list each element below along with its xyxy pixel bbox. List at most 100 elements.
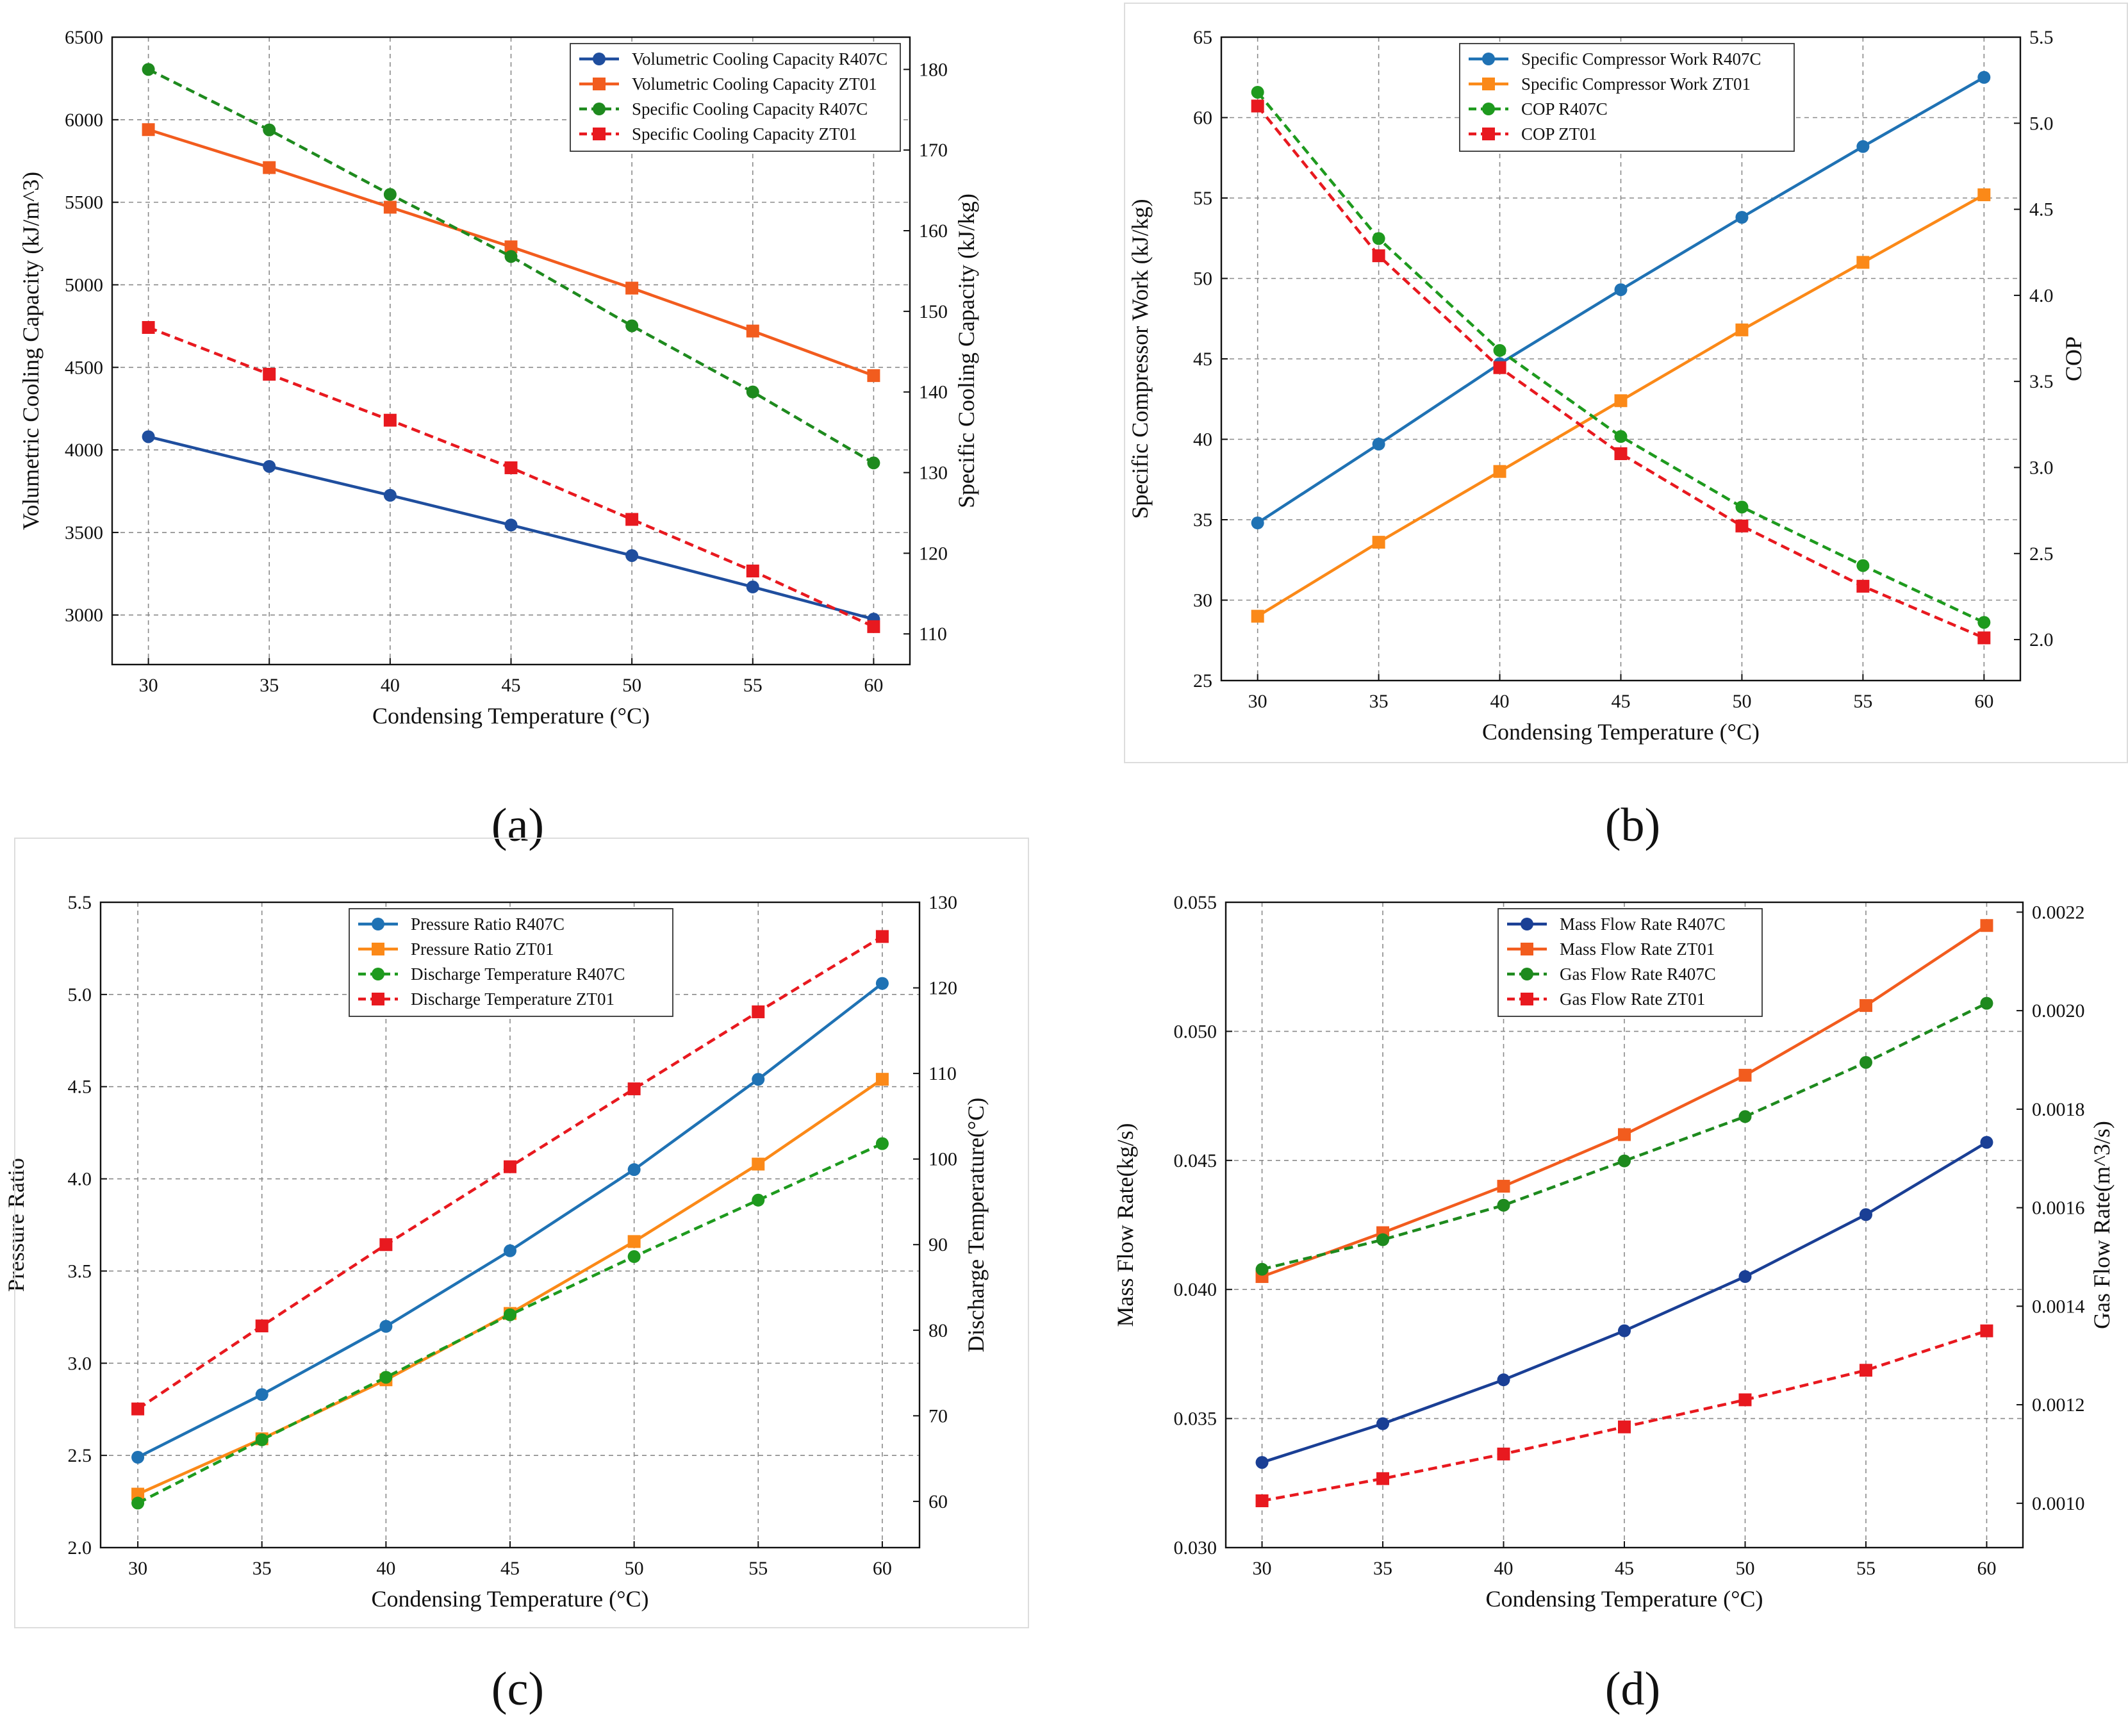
y-tick-label: 65 [1193, 27, 1212, 48]
y2-tick-label: 130 [928, 892, 957, 913]
legend-label: Discharge Temperature ZT01 [411, 989, 614, 1009]
legend-swatch-marker [1482, 53, 1495, 65]
y-tick-label: 3000 [65, 605, 103, 626]
series-1 [1251, 70, 1991, 530]
legend-swatch-marker [1521, 993, 1533, 1005]
y-tick-label: 4.0 [68, 1169, 92, 1190]
y2-tick-label: 150 [919, 301, 948, 322]
y2-tick-label: 0.0012 [2032, 1394, 2085, 1416]
x-tick-label: 55 [748, 1558, 768, 1579]
y-tick-label: 30 [1193, 590, 1212, 611]
y-tick-label: 60 [1193, 108, 1212, 129]
x-tick-label: 45 [1612, 691, 1631, 712]
data-point [383, 413, 397, 427]
x-tick-label: 30 [128, 1558, 147, 1579]
x-tick-label: 50 [1732, 691, 1751, 712]
y-tick-label: 2.5 [68, 1445, 92, 1466]
x-axis-label: Condensing Temperature (°C) [1485, 1586, 1763, 1612]
data-point [1859, 1055, 1872, 1069]
y2-tick-label: 170 [919, 140, 948, 161]
data-point [1980, 1136, 1993, 1149]
y-tick-label: 25 [1193, 670, 1212, 691]
data-point [131, 1402, 145, 1416]
x-tick-label: 30 [139, 675, 158, 696]
y2-tick-label: 5.5 [2029, 27, 2054, 48]
data-point [1856, 579, 1870, 593]
legend-box [1459, 43, 1795, 152]
x-tick-label: 55 [743, 675, 763, 696]
legend-swatch-marker [1482, 78, 1495, 90]
data-point [1735, 211, 1749, 224]
data-point [379, 1371, 393, 1384]
y2-tick-label: 3.5 [2029, 371, 2054, 392]
data-point [1618, 1324, 1631, 1337]
x-tick-label: 30 [1248, 691, 1267, 712]
data-point [1735, 323, 1749, 336]
legend-label: Mass Flow Rate ZT01 [1560, 939, 1715, 959]
y2-tick-label: 0.0018 [2032, 1099, 2085, 1120]
data-point [383, 488, 397, 502]
data-point [131, 1496, 145, 1510]
legend-swatch-marker [372, 993, 384, 1005]
data-point [867, 369, 880, 383]
y2-tick-label: 0.0022 [2032, 902, 2085, 923]
y2-tick-label: 2.5 [2029, 543, 2054, 565]
x-tick-label: 60 [873, 1558, 892, 1579]
x-tick-label: 55 [1856, 1558, 1876, 1579]
data-point [1376, 1472, 1390, 1485]
y2-tick-label: 2.0 [2029, 629, 2054, 650]
legend-label: Gas Flow Rate R407C [1560, 964, 1716, 984]
data-point [504, 1244, 516, 1257]
data-point [504, 461, 518, 474]
x-tick-label: 50 [1735, 1558, 1754, 1579]
y-tick-label: 5000 [65, 274, 103, 295]
data-point [1614, 430, 1628, 443]
data-point [1493, 361, 1506, 374]
y-tick-label: 5500 [65, 192, 103, 213]
legend-swatch-marker [1521, 918, 1533, 930]
y-tick-label: 35 [1193, 509, 1212, 531]
y2-tick-label: 4.5 [2029, 199, 2054, 220]
y-tick-label: 4500 [65, 357, 103, 378]
data-point [625, 281, 639, 295]
data-point [1980, 919, 1993, 932]
data-point [383, 188, 397, 201]
series-2 [1251, 188, 1991, 623]
legend-label: Volumetric Cooling Capacity ZT01 [632, 74, 877, 94]
y2-tick-label: 100 [928, 1149, 957, 1170]
y2-tick-label: 70 [928, 1405, 948, 1426]
grid [1221, 37, 2020, 681]
data-point [1493, 465, 1506, 478]
data-point [752, 1005, 765, 1018]
legend-box [349, 908, 673, 1017]
y2-tick-label: 120 [919, 543, 948, 564]
y-tick-label: 40 [1193, 429, 1212, 451]
data-point [627, 1235, 641, 1248]
data-point [1376, 1417, 1390, 1430]
data-point [383, 201, 397, 214]
x-axis-label: Condensing Temperature (°C) [1482, 719, 1760, 745]
y-tick-label: 0.040 [1174, 1279, 1217, 1300]
legend-label: Discharge Temperature R407C [411, 964, 625, 984]
y2-tick-label: 110 [928, 1063, 957, 1084]
data-point [255, 1319, 268, 1333]
data-point [1859, 999, 1872, 1013]
y2-axis-label: Gas Flow Rate(m^3/s) [2089, 1121, 2115, 1329]
legend-box [570, 43, 901, 152]
y2-tick-label: 5.0 [2029, 113, 2054, 134]
series-4 [142, 321, 880, 633]
data-point [255, 1388, 268, 1401]
y-tick-label: 2.0 [68, 1537, 92, 1558]
data-point [1497, 1180, 1510, 1193]
data-point [875, 930, 889, 943]
y2-tick-label: 4.0 [2029, 285, 2054, 306]
legend: Volumetric Cooling Capacity R407C Volumet… [570, 43, 901, 152]
data-point [1255, 1456, 1269, 1469]
legend-label: Gas Flow Rate ZT01 [1560, 989, 1705, 1009]
data-point [1977, 70, 1991, 84]
data-point [379, 1319, 393, 1333]
data-point [746, 565, 759, 578]
y2-tick-label: 0.0014 [2032, 1296, 2085, 1317]
